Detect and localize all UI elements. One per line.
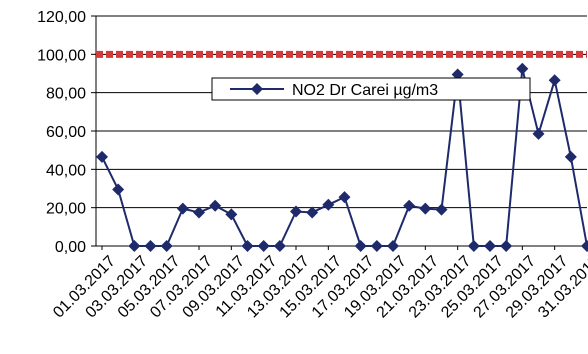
data-point-marker: [176, 202, 189, 215]
data-point-marker: [112, 183, 125, 196]
legend-marker: [251, 83, 263, 95]
data-point-marker: [564, 150, 577, 163]
data-point-marker: [144, 240, 157, 252]
data-point-marker: [338, 191, 351, 204]
data-point-marker: [500, 240, 513, 252]
data-point-marker: [354, 240, 367, 252]
data-point-marker: [160, 240, 173, 252]
y-tick-label: 20,00: [46, 201, 86, 218]
data-point-marker: [467, 240, 480, 252]
data-point-marker: [128, 240, 141, 252]
data-point-marker: [435, 203, 448, 216]
data-point-marker: [273, 240, 286, 252]
series-group: [96, 62, 588, 252]
y-tick-label: 40,00: [46, 162, 86, 179]
data-point-marker: [387, 240, 399, 252]
data-point-marker: [532, 127, 545, 140]
x-axis: 01.03.201703.03.201705.03.201707.03.2017…: [50, 245, 588, 321]
y-tick-label: 0,00: [55, 239, 86, 256]
data-point-marker: [581, 240, 588, 252]
data-point-marker: [209, 199, 222, 212]
data-point-marker: [96, 150, 108, 163]
data-point-marker: [241, 240, 254, 252]
data-point-marker: [306, 206, 319, 219]
legend-label: NO2 Dr Carei µg/m3: [292, 82, 438, 99]
y-tick-label: 120,00: [37, 9, 86, 26]
y-tick-label: 60,00: [46, 124, 86, 141]
y-axis: 0,00 20,00 40,00 60,00 80,00 100,00 120,00: [37, 9, 97, 256]
data-point-marker: [225, 208, 238, 221]
data-point-marker: [419, 202, 432, 215]
y-tick-label: 80,00: [46, 86, 86, 103]
y-tick-label: 100,00: [37, 47, 86, 64]
data-point-marker: [193, 206, 205, 219]
data-point-marker: [451, 68, 464, 81]
data-point-marker: [548, 74, 561, 87]
data-point-marker: [322, 198, 335, 211]
data-point-marker: [484, 240, 496, 252]
data-point-marker: [370, 240, 383, 252]
legend: NO2 Dr Carei µg/m3: [211, 77, 531, 101]
data-point-marker: [257, 240, 270, 252]
legend-box: [211, 77, 531, 101]
gridlines: [96, 15, 587, 247]
data-point-marker: [403, 199, 416, 212]
data-point-marker: [516, 62, 529, 75]
data-point-marker: [290, 205, 302, 218]
